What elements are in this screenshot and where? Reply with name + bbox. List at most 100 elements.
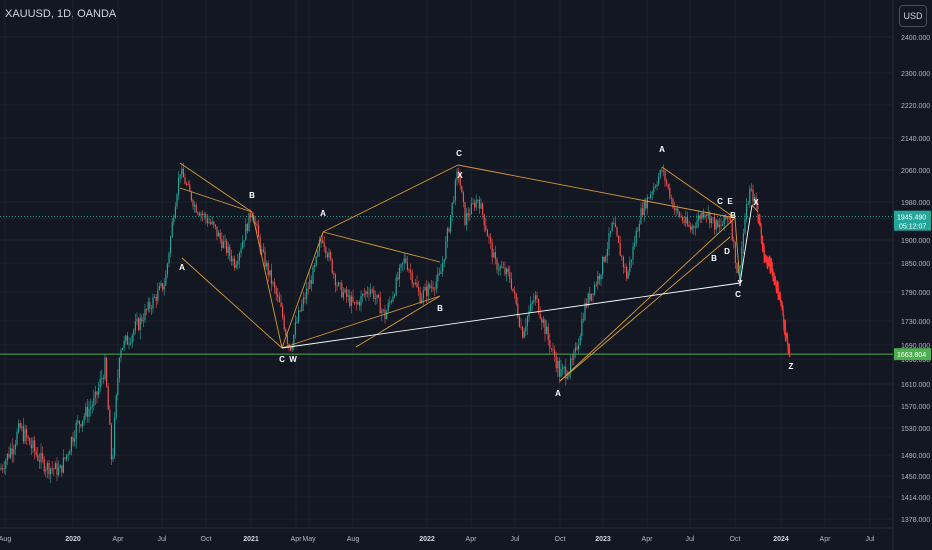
- candle-body: [110, 424, 112, 460]
- candle-body: [27, 436, 29, 439]
- candle-body: [462, 192, 464, 203]
- candle-body: [398, 267, 400, 280]
- candle-body: [115, 395, 117, 418]
- candle-body: [205, 213, 207, 219]
- candle-body: [334, 274, 336, 286]
- candle-body: [403, 258, 405, 263]
- candle-body: [573, 352, 575, 360]
- candle-body: [400, 264, 402, 268]
- x-tick-label: Apr: [113, 536, 125, 543]
- candle-body: [136, 318, 138, 322]
- candle-body: [574, 347, 576, 353]
- candle-body: [608, 233, 610, 249]
- candle-body: [315, 256, 317, 266]
- candle-body: [742, 233, 744, 248]
- candle-body: [138, 318, 140, 331]
- candle-body: [29, 438, 31, 445]
- candle-body: [547, 326, 549, 341]
- candle-body: [275, 287, 277, 295]
- candle-body: [715, 220, 717, 230]
- candle-body: [594, 284, 596, 295]
- candle-body: [192, 200, 194, 207]
- candle-body: [523, 331, 525, 338]
- candle-body: [274, 282, 276, 288]
- candle-body: [90, 407, 92, 409]
- candle-body: [378, 294, 380, 298]
- candle-body: [314, 265, 316, 268]
- candle-body: [754, 197, 756, 202]
- candle-body: [242, 241, 244, 249]
- candle-body: [13, 449, 15, 455]
- candle-body: [176, 194, 178, 207]
- candle-body: [542, 319, 544, 323]
- candle-body: [397, 277, 399, 280]
- price-level-countdown: 05:12:07: [899, 224, 926, 231]
- y-tick-label: 1980.000: [901, 200, 930, 207]
- candle-body: [221, 239, 223, 248]
- wave-label: B: [730, 211, 736, 220]
- candle-body: [456, 171, 458, 181]
- candle-body: [123, 340, 125, 348]
- candle-body: [475, 200, 477, 208]
- candle-body: [58, 467, 60, 475]
- candle-body: [579, 336, 581, 346]
- candle-body: [499, 266, 501, 270]
- candle-body: [114, 417, 116, 456]
- candle-body: [624, 266, 626, 268]
- candle-body: [94, 391, 96, 398]
- candle-body: [150, 308, 152, 309]
- candle-body: [701, 212, 703, 219]
- candle-body: [366, 291, 368, 294]
- candle-body: [72, 436, 74, 442]
- candle-body: [650, 194, 652, 199]
- candle-body: [469, 213, 471, 216]
- candle-body: [461, 185, 463, 193]
- candle-body: [43, 458, 45, 472]
- candle-body: [416, 282, 418, 288]
- candle-body: [213, 221, 215, 225]
- wave-pattern-line: [281, 295, 441, 349]
- candle-body: [544, 319, 546, 335]
- candle-body: [248, 212, 250, 232]
- candle-body: [605, 256, 607, 262]
- candle-body: [162, 283, 164, 290]
- candle-body: [198, 213, 200, 216]
- candle-body: [181, 168, 183, 175]
- candle-body: [226, 240, 228, 253]
- candle-body: [355, 302, 357, 304]
- candle-body: [69, 451, 71, 455]
- candle-body: [509, 272, 511, 280]
- wave-label: A: [659, 145, 665, 154]
- candle-body: [736, 262, 738, 273]
- candle-body: [669, 187, 671, 198]
- candle-body: [472, 203, 474, 204]
- candle-body: [614, 223, 616, 228]
- candle-body: [126, 335, 128, 345]
- candle-body: [208, 222, 210, 224]
- y-tick-label: 1850.000: [901, 261, 930, 268]
- y-tick-label: 1730.000: [901, 319, 930, 326]
- candle-body: [637, 230, 639, 232]
- candle-body: [35, 451, 37, 456]
- candle-body: [418, 287, 420, 292]
- candle-body: [538, 299, 540, 314]
- candle-body: [24, 428, 26, 442]
- candle-body: [678, 211, 680, 217]
- candle-body: [726, 217, 728, 219]
- candle-body: [306, 288, 308, 299]
- candle-body: [541, 318, 543, 323]
- candle-body: [654, 186, 656, 188]
- candle-body: [285, 329, 287, 336]
- candle-body: [139, 317, 141, 331]
- candle-body: [70, 436, 72, 452]
- currency-button[interactable]: USD: [899, 5, 927, 27]
- candle-body: [747, 203, 749, 205]
- candle-body: [179, 174, 181, 178]
- candle-body: [568, 372, 570, 377]
- candle-body: [190, 191, 192, 201]
- candle-body: [478, 199, 480, 209]
- wave-pattern-line: [751, 204, 759, 213]
- candle-body: [374, 298, 376, 299]
- candle-body: [522, 327, 524, 338]
